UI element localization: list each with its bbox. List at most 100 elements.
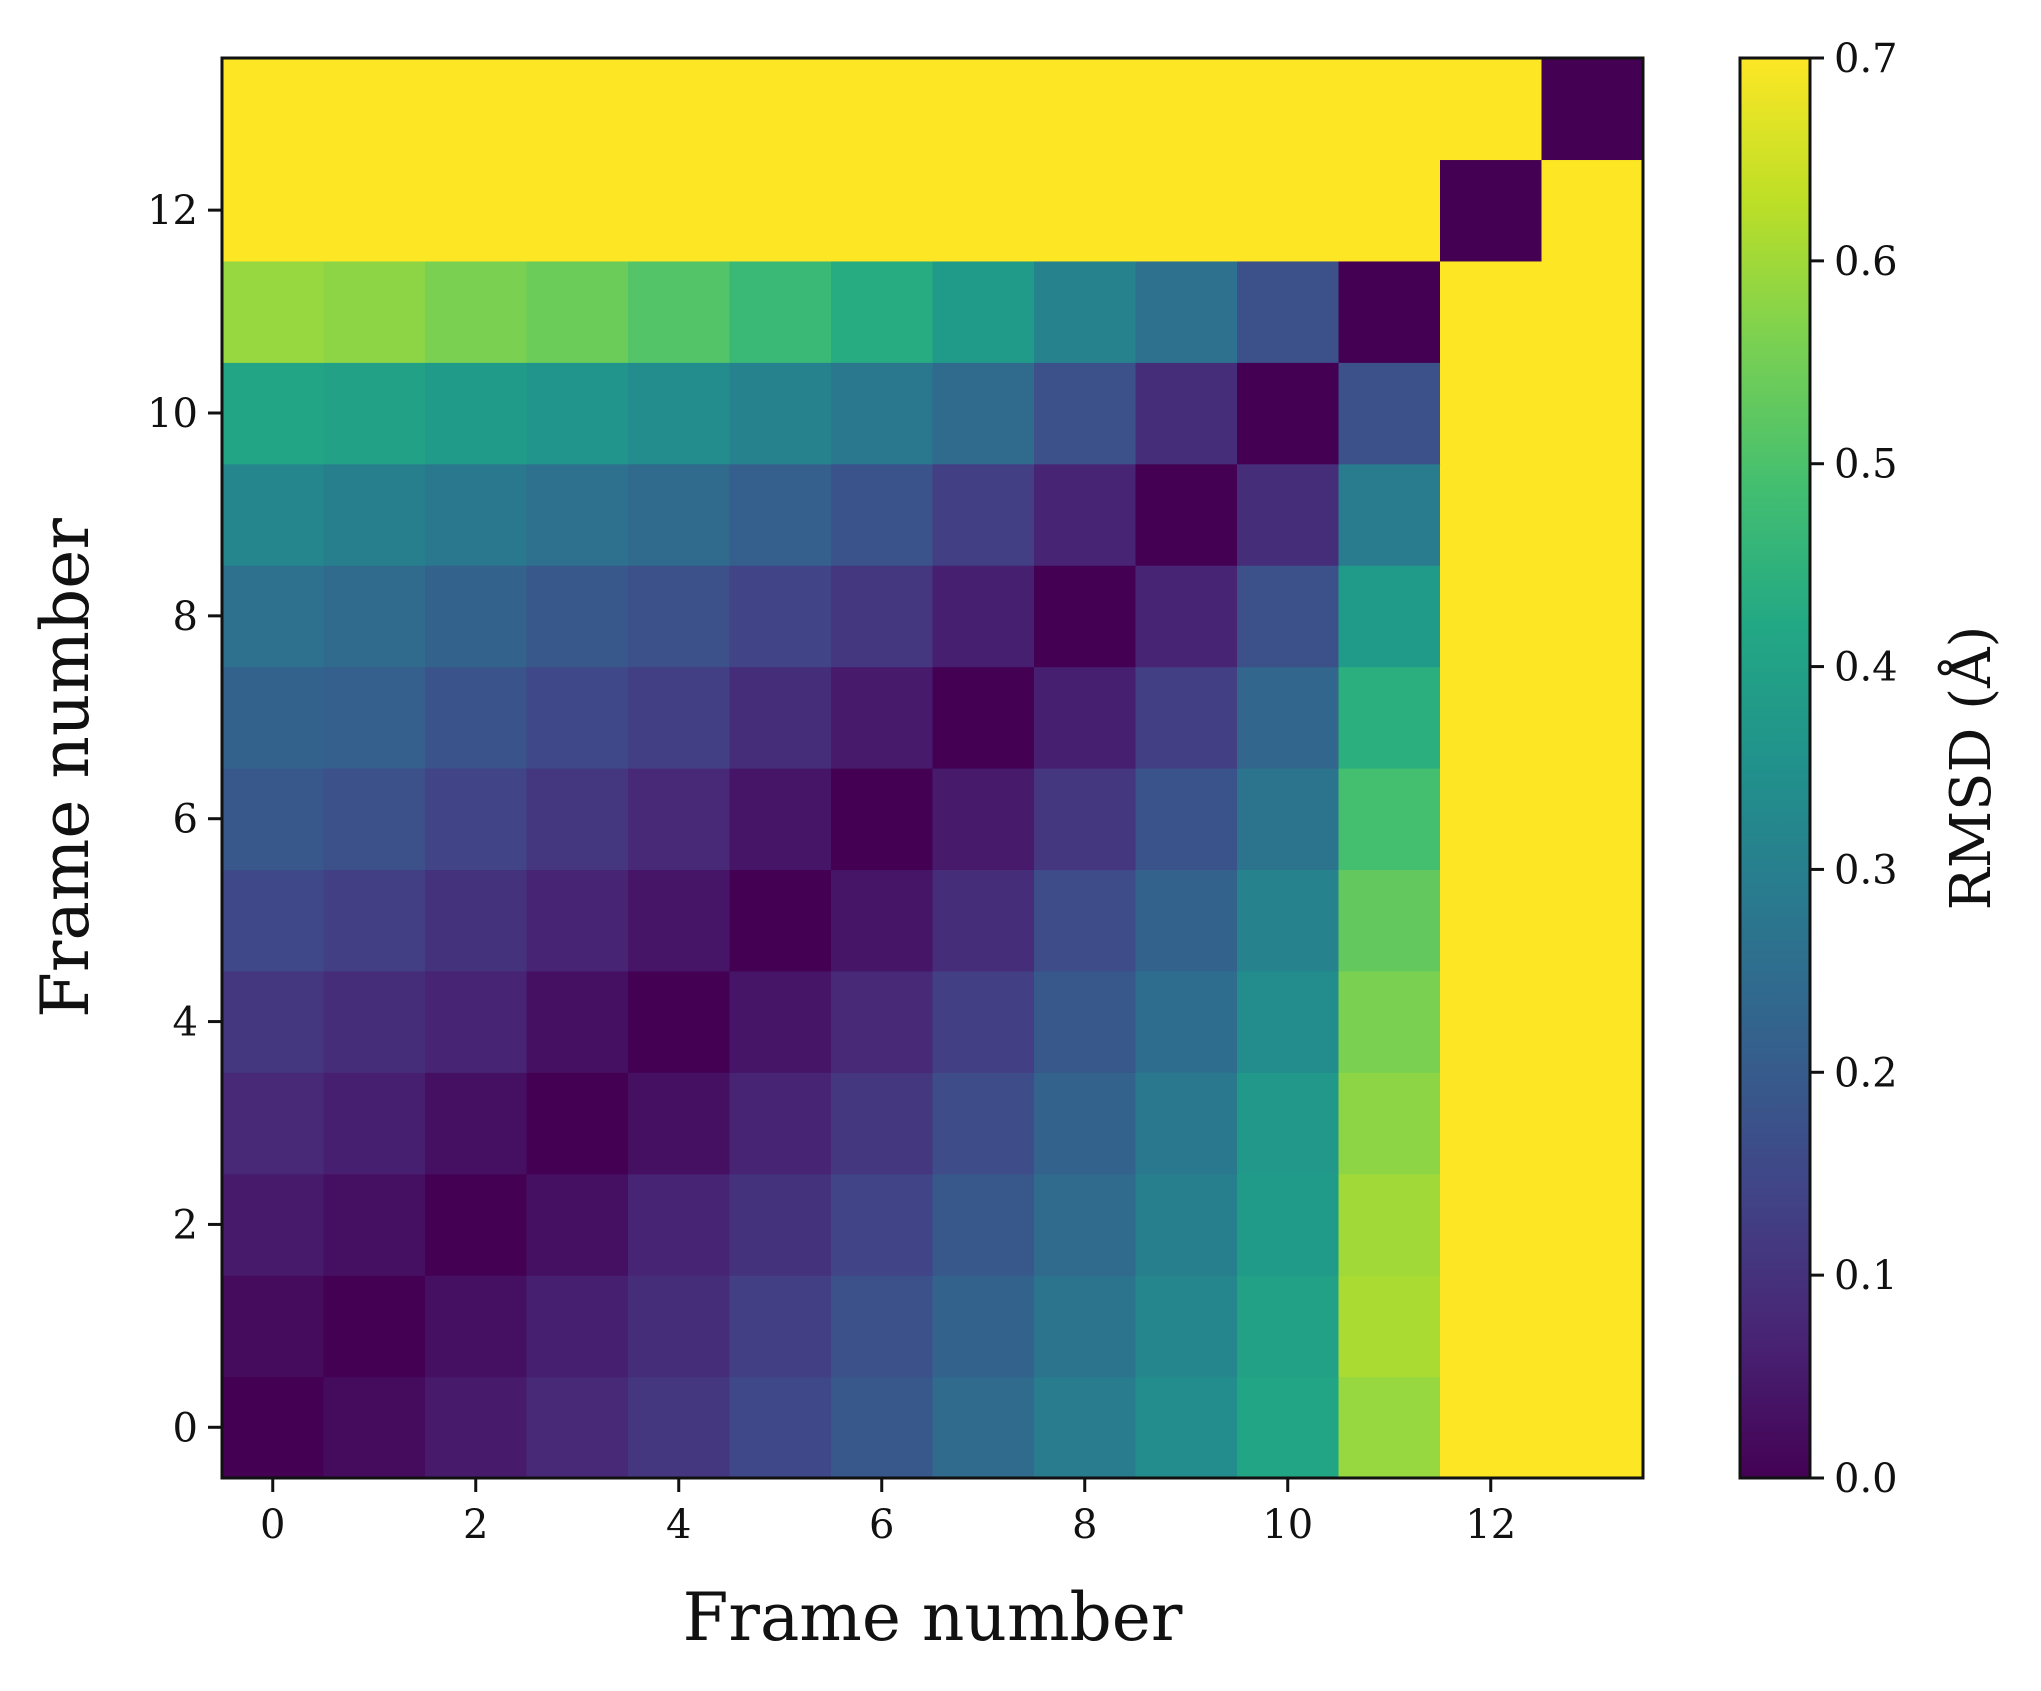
heatmap-cell-12-2 bbox=[1440, 1173, 1543, 1276]
heatmap-cell-6-13 bbox=[831, 58, 934, 161]
heatmap-cell-7-13 bbox=[932, 58, 1035, 161]
colorbar-gradient bbox=[1738, 56, 1812, 1480]
heatmap-cell-11-2 bbox=[1338, 1173, 1441, 1276]
heatmap-cell-7-3 bbox=[932, 1072, 1035, 1175]
heatmap-cell-11-8 bbox=[1338, 565, 1441, 668]
heatmap-cell-7-10 bbox=[932, 362, 1035, 465]
heatmap-cell-4-6 bbox=[628, 768, 731, 871]
colorbar-tick-label: 0.4 bbox=[1834, 645, 1898, 691]
heatmap-cell-3-6 bbox=[526, 768, 629, 871]
heatmap-cell-9-8 bbox=[1135, 565, 1238, 668]
heatmap-cell-8-0 bbox=[1034, 1376, 1137, 1479]
heatmap-cell-11-5 bbox=[1338, 869, 1441, 972]
heatmap-cell-9-10 bbox=[1135, 362, 1238, 465]
heatmap-cell-13-13 bbox=[1541, 58, 1644, 161]
heatmap-cell-13-5 bbox=[1541, 869, 1644, 972]
heatmap-cell-1-11 bbox=[323, 260, 426, 363]
heatmap-cell-10-3 bbox=[1237, 1072, 1340, 1175]
heatmap-cell-8-2 bbox=[1034, 1173, 1137, 1276]
heatmap-cell-4-2 bbox=[628, 1173, 731, 1276]
heatmap-cells bbox=[222, 58, 1644, 1479]
heatmap-cell-7-0 bbox=[932, 1376, 1035, 1479]
x-axis: 0 2 4 6 8 10 12 bbox=[260, 1478, 1516, 1548]
heatmap-cell-3-2 bbox=[526, 1173, 629, 1276]
heatmap-cell-10-11 bbox=[1237, 260, 1340, 363]
heatmap-cell-4-1 bbox=[628, 1275, 731, 1378]
heatmap-cell-10-9 bbox=[1237, 463, 1340, 566]
heatmap-cell-4-13 bbox=[628, 58, 731, 161]
x-tick-label: 6 bbox=[869, 1502, 894, 1548]
heatmap-cell-9-2 bbox=[1135, 1173, 1238, 1276]
heatmap-cell-12-6 bbox=[1440, 768, 1543, 871]
heatmap-cell-8-12 bbox=[1034, 159, 1137, 262]
heatmap-cell-3-1 bbox=[526, 1275, 629, 1378]
y-tick-label: 0 bbox=[173, 1405, 198, 1451]
heatmap-cell-1-1 bbox=[323, 1275, 426, 1378]
heatmap-cell-2-2 bbox=[425, 1173, 528, 1276]
heatmap-cell-4-11 bbox=[628, 260, 731, 363]
y-tick-label: 4 bbox=[173, 1000, 198, 1046]
y-tick-label: 6 bbox=[173, 797, 198, 843]
heatmap-cell-2-13 bbox=[425, 58, 528, 161]
heatmap-cell-12-11 bbox=[1440, 260, 1543, 363]
colorbar-label: RMSD (Å) bbox=[1937, 626, 2004, 911]
heatmap-cell-5-13 bbox=[729, 58, 832, 161]
colorbar-tick-label: 0.0 bbox=[1834, 1456, 1898, 1502]
heatmap-cell-7-12 bbox=[932, 159, 1035, 262]
heatmap-cell-3-0 bbox=[526, 1376, 629, 1479]
heatmap-cell-2-9 bbox=[425, 463, 528, 566]
heatmap-cell-7-2 bbox=[932, 1173, 1035, 1276]
heatmap-cell-9-3 bbox=[1135, 1072, 1238, 1175]
heatmap-cell-2-7 bbox=[425, 666, 528, 769]
heatmap-cell-0-7 bbox=[222, 666, 325, 769]
heatmap-cell-13-10 bbox=[1541, 362, 1644, 465]
heatmap-cell-3-4 bbox=[526, 970, 629, 1073]
heatmap-cell-2-11 bbox=[425, 260, 528, 363]
heatmap-cell-12-4 bbox=[1440, 970, 1543, 1073]
heatmap-cell-6-0 bbox=[831, 1376, 934, 1479]
heatmap-cell-11-3 bbox=[1338, 1072, 1441, 1175]
heatmap-cell-13-2 bbox=[1541, 1173, 1644, 1276]
heatmap-cell-6-7 bbox=[831, 666, 934, 769]
heatmap-cell-12-5 bbox=[1440, 869, 1543, 972]
heatmap-cell-5-12 bbox=[729, 159, 832, 262]
heatmap-cell-8-4 bbox=[1034, 970, 1137, 1073]
heatmap-cell-8-1 bbox=[1034, 1275, 1137, 1378]
heatmap-cell-13-0 bbox=[1541, 1376, 1644, 1479]
heatmap-cell-4-3 bbox=[628, 1072, 731, 1175]
heatmap-cell-2-8 bbox=[425, 565, 528, 668]
heatmap-cell-1-9 bbox=[323, 463, 426, 566]
y-tick-label: 2 bbox=[173, 1202, 198, 1248]
heatmap-cell-13-3 bbox=[1541, 1072, 1644, 1175]
heatmap-cell-3-3 bbox=[526, 1072, 629, 1175]
x-tick-label: 8 bbox=[1072, 1502, 1097, 1548]
heatmap-cell-1-3 bbox=[323, 1072, 426, 1175]
colorbar-tick-label: 0.1 bbox=[1834, 1253, 1898, 1299]
heatmap-cell-3-12 bbox=[526, 159, 629, 262]
heatmap-cell-10-12 bbox=[1237, 159, 1340, 262]
heatmap-cell-12-8 bbox=[1440, 565, 1543, 668]
heatmap-cell-9-7 bbox=[1135, 666, 1238, 769]
heatmap-cell-0-12 bbox=[222, 159, 325, 262]
y-tick-label: 12 bbox=[147, 188, 198, 234]
plot-frame bbox=[220, 56, 1645, 1480]
heatmap-cell-11-9 bbox=[1338, 463, 1441, 566]
heatmap-cell-6-10 bbox=[831, 362, 934, 465]
heatmap-cell-0-6 bbox=[222, 768, 325, 871]
heatmap-cell-7-4 bbox=[932, 970, 1035, 1073]
heatmap-cell-3-10 bbox=[526, 362, 629, 465]
heatmap-cell-4-8 bbox=[628, 565, 731, 668]
heatmap-cell-3-13 bbox=[526, 58, 629, 161]
heatmap-cell-8-6 bbox=[1034, 768, 1137, 871]
heatmap-cell-1-13 bbox=[323, 58, 426, 161]
colorbar-tick-label: 0.7 bbox=[1834, 36, 1898, 82]
heatmap-cell-13-8 bbox=[1541, 565, 1644, 668]
heatmap-cell-2-0 bbox=[425, 1376, 528, 1479]
heatmap-cell-6-8 bbox=[831, 565, 934, 668]
heatmap-cell-1-10 bbox=[323, 362, 426, 465]
heatmap-cell-1-2 bbox=[323, 1173, 426, 1276]
y-axis-label: Frame number bbox=[27, 518, 104, 1018]
heatmap-cell-7-6 bbox=[932, 768, 1035, 871]
heatmap-cell-4-12 bbox=[628, 159, 731, 262]
